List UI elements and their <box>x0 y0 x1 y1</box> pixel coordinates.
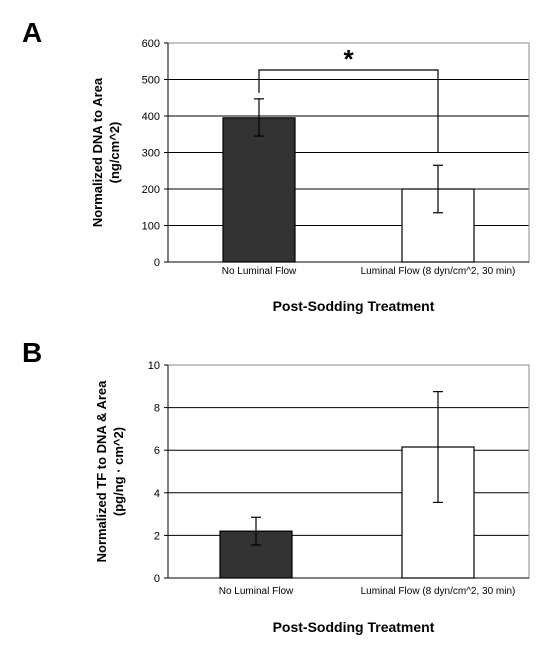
y-tick-label: 200 <box>142 184 160 196</box>
x-category-label: Luminal Flow (8 dyn/cm^2, 30 min) <box>361 266 516 277</box>
y-tick-label: 0 <box>154 573 160 585</box>
y-axis-label: Normalized DNA to Area <box>90 77 105 227</box>
x-category-label: No Luminal Flow <box>222 266 297 277</box>
y-axis-label: Normalized TF to DNA & Area <box>94 380 109 563</box>
y-tick-label: 10 <box>148 360 160 372</box>
y-tick-label: 4 <box>154 488 160 500</box>
x-category-label: No Luminal Flow <box>219 586 294 597</box>
y-tick-label: 8 <box>154 403 160 415</box>
y-tick-label: 500 <box>142 75 160 87</box>
y-tick-label: 300 <box>142 148 160 160</box>
x-category-label: Luminal Flow (8 dyn/cm^2, 30 min) <box>361 586 516 597</box>
significance-bracket <box>258 69 439 153</box>
chart-panel-a: A 0 100 200 300 400 500 600 No Luminal Flow Lumin… <box>22 17 530 314</box>
panel-letter: B <box>22 337 42 368</box>
y-axis-label-unit: (pg/ng · cm^2) <box>111 427 126 516</box>
y-tick-label: 2 <box>154 530 160 542</box>
significance-marker: * <box>343 44 354 74</box>
y-tick-label: 6 <box>154 445 160 457</box>
y-tick-label: 100 <box>142 221 160 233</box>
panel-letter: A <box>22 17 42 48</box>
x-axis-label: Post-Sodding Treatment <box>273 619 435 635</box>
x-axis-label: Post-Sodding Treatment <box>273 298 435 314</box>
y-axis-label-unit: (ng/cm^2) <box>107 122 122 184</box>
y-tick-label: 600 <box>142 38 160 50</box>
y-tick-label: 0 <box>154 257 160 269</box>
bar <box>222 117 296 263</box>
y-tick-label: 400 <box>142 111 160 123</box>
chart-panel-b: B 0 2 4 6 8 10 No Luminal Flow Luminal Flow (8 d… <box>22 337 530 635</box>
